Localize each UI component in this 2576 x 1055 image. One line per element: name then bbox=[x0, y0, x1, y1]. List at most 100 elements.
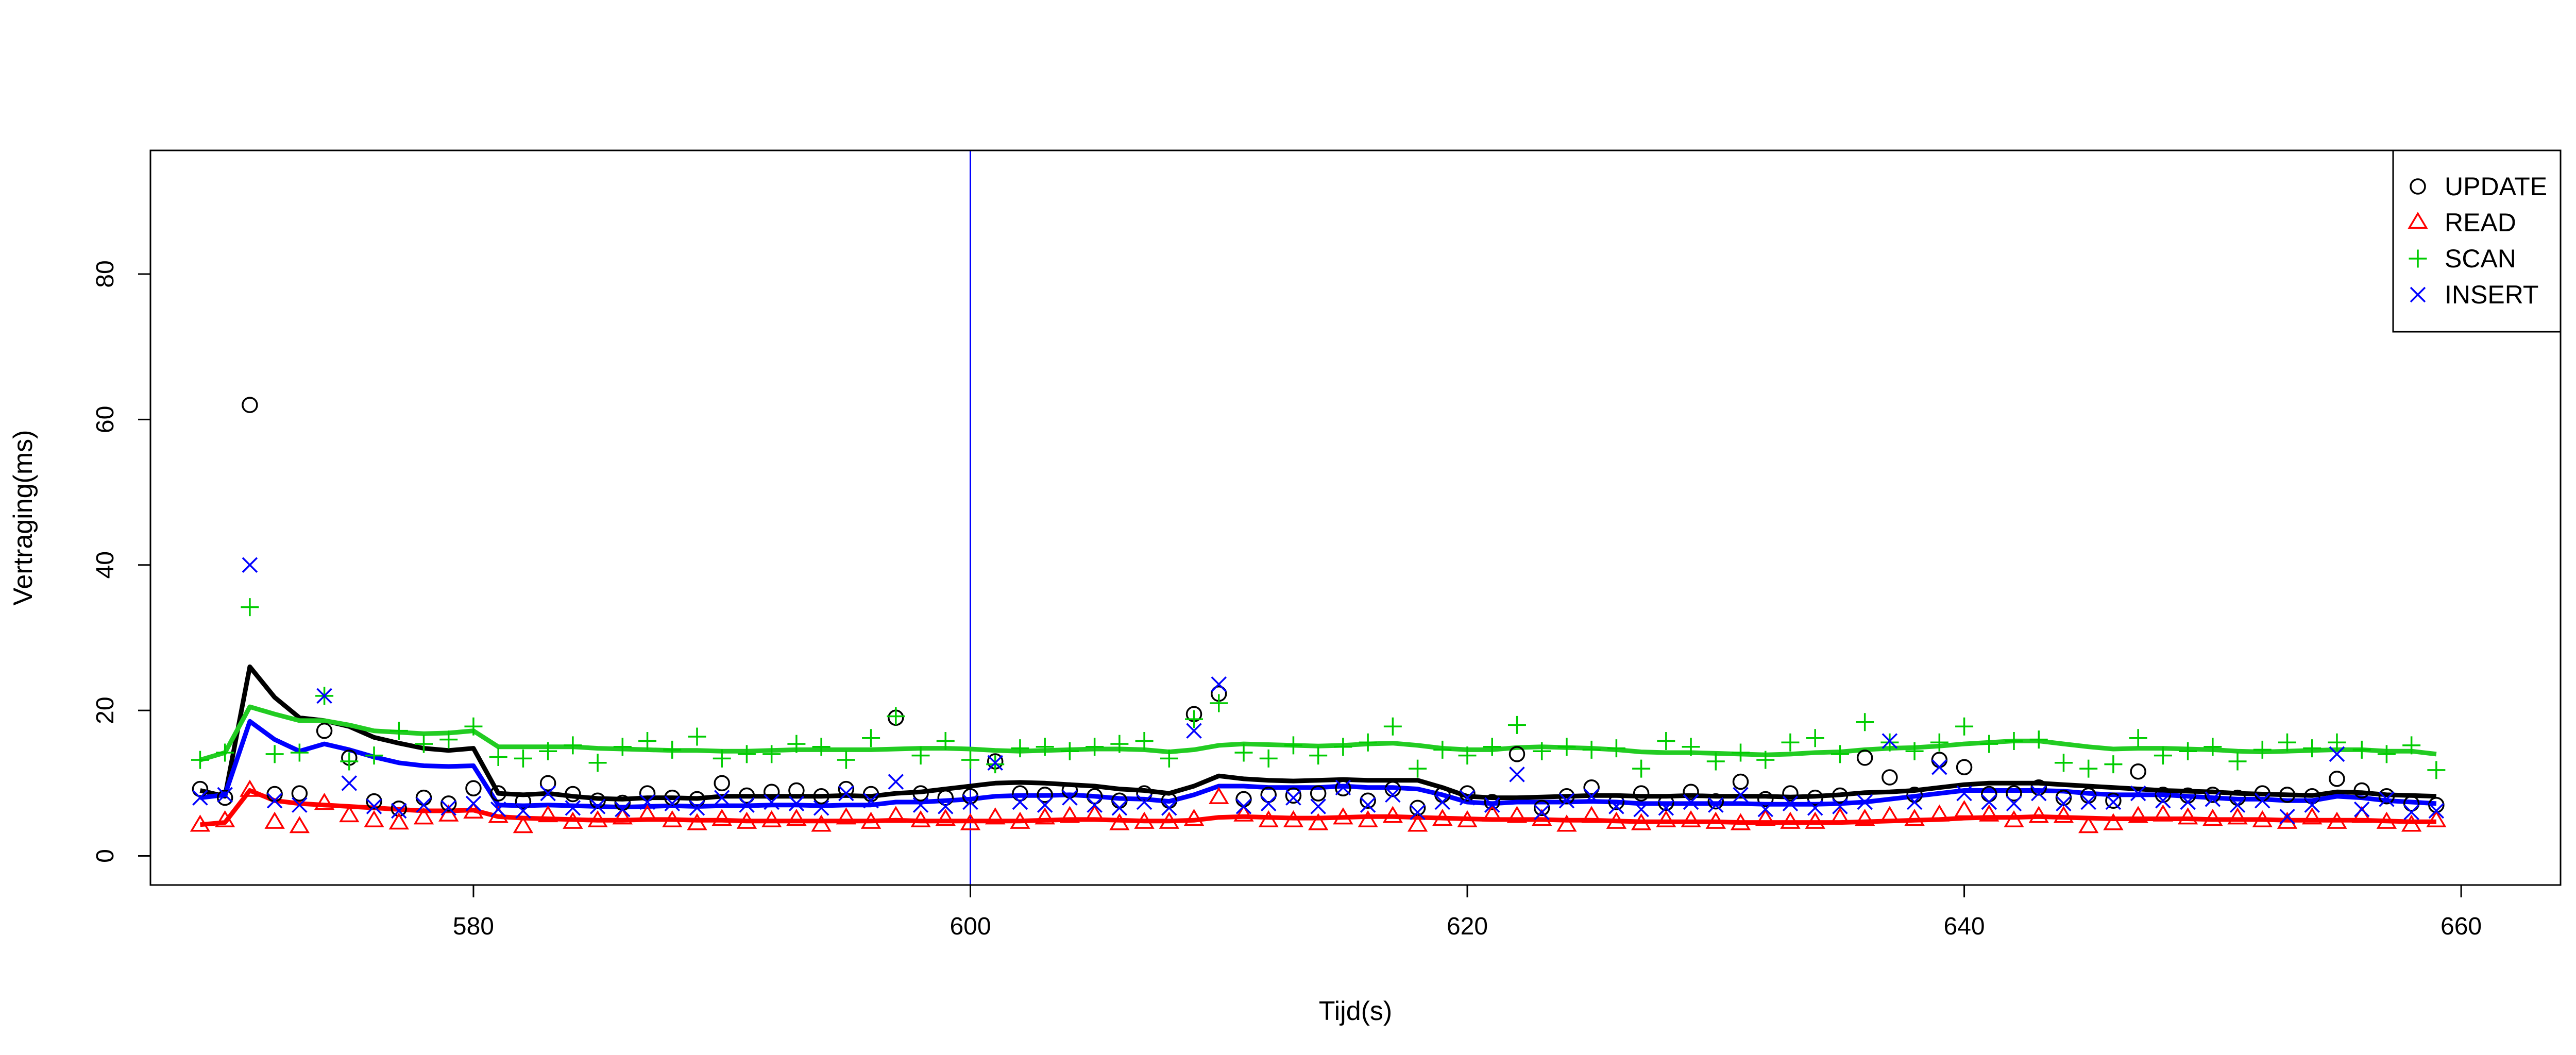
data-point-update bbox=[1285, 787, 1302, 804]
data-point-insert bbox=[341, 775, 358, 791]
y-tick-label: 0 bbox=[92, 849, 119, 863]
data-point-update bbox=[1037, 787, 1053, 803]
data-point-update bbox=[1658, 794, 1674, 811]
data-point-insert bbox=[1410, 804, 1426, 821]
data-point-read bbox=[1183, 809, 1205, 826]
data-point-update bbox=[366, 793, 382, 810]
data-point-read bbox=[1084, 804, 1105, 822]
legend-symbol-scan bbox=[2409, 249, 2427, 268]
data-point-insert bbox=[2229, 797, 2246, 813]
data-point-scan bbox=[1483, 738, 1501, 756]
data-point-scan bbox=[663, 740, 682, 759]
data-point-read bbox=[1333, 807, 1353, 825]
data-point-read bbox=[910, 810, 931, 828]
data-point-update bbox=[440, 795, 457, 812]
data-point-insert bbox=[1012, 794, 1028, 810]
legend-symbol-update bbox=[2410, 178, 2426, 195]
data-point-update bbox=[2329, 771, 2345, 787]
data-point-insert bbox=[1534, 804, 1550, 821]
data-point-scan bbox=[1831, 745, 1849, 763]
data-point-update bbox=[738, 787, 755, 804]
data-point-update bbox=[1583, 779, 1600, 796]
data-point-scan bbox=[936, 731, 955, 750]
data-point-insert bbox=[2279, 809, 2295, 825]
series-insert bbox=[192, 557, 2445, 825]
x-axis: 580 600 620 640 660 bbox=[453, 884, 2482, 940]
legend: UPDATE READ SCAN INSERT bbox=[2392, 149, 2562, 333]
data-point-scan bbox=[464, 717, 483, 736]
data-point-insert bbox=[639, 794, 655, 810]
x-tick-label: 660 bbox=[2441, 913, 2482, 940]
data-point-insert bbox=[788, 795, 805, 812]
data-point-read bbox=[2028, 806, 2049, 823]
data-point-update bbox=[788, 782, 805, 799]
data-point-update bbox=[1707, 793, 1724, 810]
data-point-insert bbox=[316, 688, 332, 704]
data-point-update bbox=[1360, 792, 1376, 809]
data-point-read bbox=[761, 810, 782, 828]
data-point-read bbox=[1432, 809, 1453, 826]
data-point-scan bbox=[2104, 755, 2123, 774]
data-point-scan bbox=[1980, 735, 1998, 753]
data-point-insert bbox=[739, 797, 755, 813]
data-point-read bbox=[1233, 804, 1254, 822]
x-tick-label: 640 bbox=[1944, 913, 1985, 940]
data-point-scan bbox=[2129, 729, 2147, 747]
legend-label-read: READ bbox=[2445, 208, 2516, 237]
x-tick-label: 580 bbox=[453, 913, 494, 940]
data-point-scan bbox=[1955, 717, 1974, 736]
data-point-scan bbox=[1905, 742, 1924, 760]
data-point-insert bbox=[689, 800, 705, 816]
data-point-read bbox=[2227, 807, 2248, 825]
data-point-insert bbox=[764, 794, 779, 810]
data-point-update bbox=[1012, 785, 1028, 802]
data-point-read bbox=[264, 811, 285, 829]
data-points bbox=[190, 397, 2447, 833]
data-point-insert bbox=[1260, 795, 1277, 812]
data-point-insert bbox=[1658, 800, 1674, 816]
data-point-scan bbox=[1682, 738, 1700, 756]
data-point-insert bbox=[888, 774, 904, 790]
data-point-insert bbox=[1310, 798, 1326, 814]
data-point-update bbox=[316, 722, 333, 739]
data-point-scan bbox=[1185, 710, 1204, 728]
data-point-read bbox=[1283, 810, 1304, 828]
data-point-insert bbox=[1558, 792, 1575, 809]
data-point-read bbox=[1059, 806, 1080, 823]
data-point-scan bbox=[613, 738, 632, 756]
data-point-insert bbox=[2428, 803, 2445, 819]
data-point-insert bbox=[1583, 788, 1600, 804]
data-point-insert bbox=[962, 794, 978, 810]
data-point-insert bbox=[1484, 797, 1500, 813]
data-point-insert bbox=[838, 785, 854, 802]
data-point-insert bbox=[1087, 797, 1103, 813]
data-point-insert bbox=[1285, 790, 1301, 806]
data-point-insert bbox=[2255, 792, 2270, 809]
data-point-insert bbox=[1931, 759, 1947, 775]
data-point-update bbox=[1608, 794, 1625, 810]
data-point-read bbox=[2376, 811, 2397, 829]
data-point-update bbox=[2055, 789, 2072, 806]
y-tick-label: 20 bbox=[92, 696, 119, 724]
y-tick-label: 40 bbox=[92, 551, 119, 578]
data-point-update bbox=[1683, 784, 1699, 801]
series-update bbox=[192, 397, 2445, 817]
data-point-scan bbox=[1383, 717, 1402, 736]
data-point-scan bbox=[1507, 716, 1526, 734]
data-point-update bbox=[1558, 788, 1575, 805]
y-axis-title: Vertraging(ms) bbox=[8, 430, 38, 606]
data-point-read bbox=[1482, 804, 1502, 822]
data-point-insert bbox=[1136, 794, 1153, 810]
data-point-scan bbox=[638, 731, 657, 750]
data-point-insert bbox=[1757, 801, 1773, 818]
data-point-insert bbox=[1708, 797, 1724, 813]
data-point-update bbox=[2105, 792, 2122, 809]
data-point-insert bbox=[242, 557, 258, 573]
data-point-update bbox=[1757, 791, 1774, 808]
data-point-insert bbox=[1062, 790, 1078, 806]
data-point-update bbox=[1956, 759, 1973, 776]
data-point-insert bbox=[2304, 797, 2320, 813]
data-point-update bbox=[589, 792, 606, 809]
data-point-insert bbox=[1385, 787, 1401, 803]
x-tick-label: 600 bbox=[950, 913, 991, 940]
